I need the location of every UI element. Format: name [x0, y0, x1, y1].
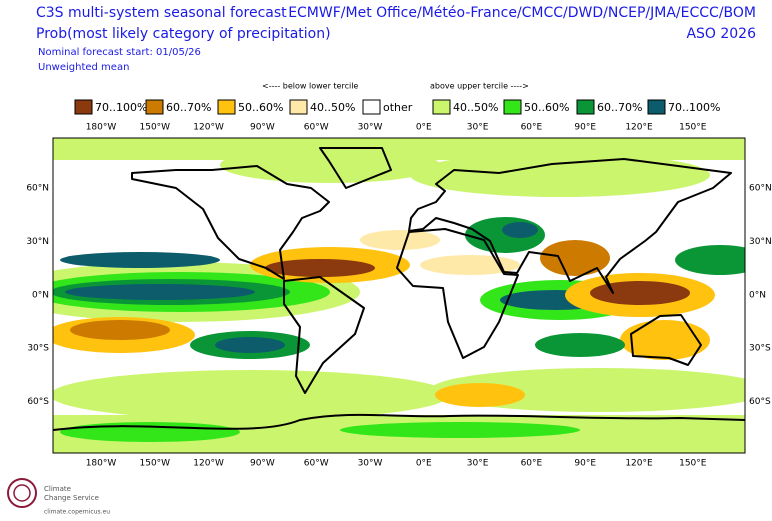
- subtitle: Prob(most likely category of precipitati…: [36, 26, 331, 42]
- lon-label: 180°W: [86, 123, 117, 133]
- legend-swatch: [289, 99, 308, 115]
- period: ASO 2026: [686, 26, 756, 42]
- lon-label: 60°W: [304, 459, 329, 469]
- lon-label: 0°E: [416, 123, 432, 133]
- legend-label: 50..60%: [524, 101, 569, 114]
- legend-swatch: [74, 99, 93, 115]
- lon-label: 120°E: [625, 123, 653, 133]
- legend-label: 60..70%: [597, 101, 642, 114]
- lon-label: 30°W: [358, 123, 383, 133]
- lon-label: 120°W: [193, 123, 224, 133]
- lon-label: 0°E: [416, 459, 432, 469]
- lat-label: 0°N: [749, 290, 766, 300]
- legend-swatch: [362, 99, 381, 115]
- logo-line2: Change Service: [44, 494, 99, 502]
- title: C3S multi-system seasonal forecast: [36, 5, 287, 21]
- legend-label: 40..50%: [453, 101, 498, 114]
- lon-label: 90°E: [574, 123, 596, 133]
- lon-label: 30°E: [467, 123, 489, 133]
- legend-label: 50..60%: [238, 101, 283, 114]
- lon-label: 30°W: [358, 459, 383, 469]
- lat-label: 30°S: [749, 344, 771, 354]
- lon-label: 120°W: [193, 459, 224, 469]
- legend: 70..100% 60..70% 50..60% 40..50% other 40..50…: [74, 99, 720, 115]
- lon-label: 60°E: [521, 123, 543, 133]
- lon-label: 150°E: [679, 459, 707, 469]
- lat-label: 60°S: [27, 397, 49, 407]
- legend-label: other: [383, 101, 413, 114]
- lat-label: 60°N: [749, 184, 772, 194]
- lon-label: 150°E: [679, 123, 707, 133]
- legend-swatch: [647, 99, 666, 115]
- legend-swatch: [503, 99, 522, 115]
- legend-swatch: [217, 99, 236, 115]
- logo-line1: Climate: [44, 485, 71, 493]
- legend-label: 40..50%: [310, 101, 355, 114]
- lat-label: 30°N: [749, 237, 772, 247]
- map-ticks: 180°W 180°W 150°W 150°W 120°W 120°W 90°W 90°W 60…: [26, 123, 771, 469]
- lat-label: 60°S: [749, 397, 771, 407]
- lat-label: 0°N: [32, 290, 49, 300]
- map-frame: [52, 137, 746, 454]
- forecast-start: Nominal forecast start: 01/05/26: [38, 47, 201, 58]
- lon-label: 90°W: [250, 123, 275, 133]
- legend-label: 60..70%: [166, 101, 211, 114]
- lon-label: 150°W: [140, 459, 171, 469]
- lat-label: 60°N: [26, 184, 49, 194]
- coastlines: [53, 147, 745, 431]
- lon-label: 90°E: [574, 459, 596, 469]
- legend-swatch: [432, 99, 451, 115]
- lon-label: 150°W: [140, 123, 171, 133]
- lat-label: 30°S: [27, 344, 49, 354]
- below-label: <---- below lower tercile: [262, 82, 358, 91]
- systems: ECMWF/Met Office/Météo-France/CMCC/DWD/N…: [288, 5, 756, 21]
- legend-label: 70..100%: [95, 101, 147, 114]
- legend-swatch: [145, 99, 164, 115]
- lat-label: 30°N: [26, 237, 49, 247]
- lon-label: 120°E: [625, 459, 653, 469]
- lon-label: 90°W: [250, 459, 275, 469]
- legend-swatch: [576, 99, 595, 115]
- lon-label: 60°W: [304, 123, 329, 133]
- lon-label: 60°E: [521, 459, 543, 469]
- lon-label: 180°W: [86, 459, 117, 469]
- lon-label: 30°E: [467, 459, 489, 469]
- logo: Climate Change Service climate.copernicu…: [7, 478, 110, 516]
- legend-label: 70..100%: [668, 101, 720, 114]
- weighting: Unweighted mean: [38, 62, 129, 73]
- map-field: [53, 138, 745, 453]
- logo-url: climate.copernicus.eu: [44, 509, 110, 516]
- above-label: above upper tercile ---->: [430, 82, 529, 91]
